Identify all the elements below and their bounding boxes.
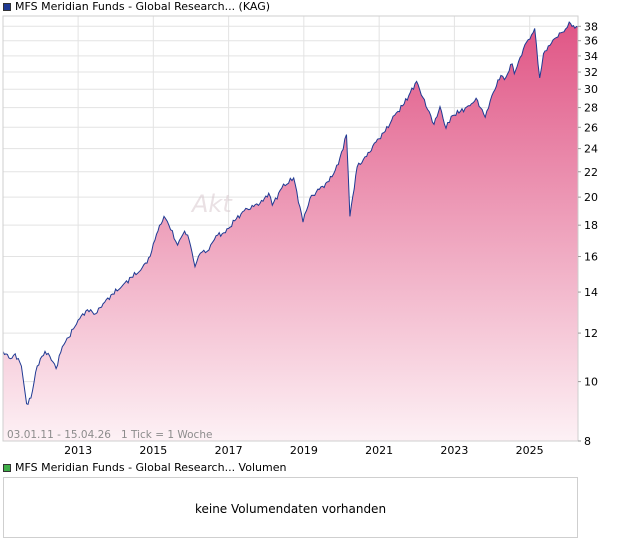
volume-series-swatch — [3, 464, 11, 472]
watermark-text: Akt — [190, 190, 233, 218]
price-legend-label: MFS Meridian Funds - Global Research... … — [15, 0, 271, 13]
y-tick-label: 28 — [584, 102, 598, 115]
volume-legend-label: MFS Meridian Funds - Global Research... … — [15, 461, 287, 474]
price-series-swatch — [3, 3, 11, 11]
x-tick-label: 2023 — [440, 444, 468, 457]
y-tick-label: 18 — [584, 219, 598, 232]
volume-legend: MFS Meridian Funds - Global Research... … — [3, 462, 286, 474]
y-tick-label: 22 — [584, 166, 598, 179]
x-tick-label: 2017 — [215, 444, 243, 457]
volume-empty-message: keine Volumendaten vorhanden — [194, 502, 387, 516]
price-line — [2, 21, 579, 405]
y-tick-label: 32 — [584, 66, 598, 79]
x-tick-label: 2025 — [516, 444, 544, 457]
x-tick-label: 2013 — [64, 444, 92, 457]
y-tick-label: 34 — [584, 50, 598, 63]
y-axis-ticks: 8 10 12 14 16 18 20 22 24 26 28 30 32 34 36 38 — [578, 20, 598, 448]
price-legend: MFS Meridian Funds - Global Research... … — [3, 1, 270, 13]
volume-panel: keine Volumendaten vorhanden — [3, 477, 578, 538]
plot-frame — [2, 15, 579, 442]
y-tick-label: 12 — [584, 327, 598, 340]
y-tick-label: 26 — [584, 121, 598, 134]
y-tick-label: 10 — [584, 376, 598, 389]
x-tick-label: 2021 — [365, 444, 393, 457]
price-chart: Akt 8 10 12 14 16 18 20 22 24 26 28 30 32 34 36 38 2013… — [2, 15, 598, 457]
price-area — [3, 22, 578, 441]
range-info: 03.01.11 - 15.04.26 1 Tick = 1 Woche — [7, 429, 212, 441]
y-tick-label: 16 — [584, 251, 598, 264]
y-tick-label: 8 — [584, 435, 591, 448]
y-tick-label: 24 — [584, 143, 598, 156]
x-tick-label: 2015 — [139, 444, 167, 457]
x-tick-label: 2019 — [290, 444, 318, 457]
y-tick-label: 30 — [584, 83, 598, 96]
y-tick-label: 38 — [584, 20, 598, 33]
y-tick-label: 20 — [584, 191, 598, 204]
y-tick-label: 14 — [584, 286, 598, 299]
y-tick-label: 36 — [584, 35, 598, 48]
x-axis-ticks: 2013 2015 2017 2019 2021 2023 2025 — [64, 444, 544, 457]
